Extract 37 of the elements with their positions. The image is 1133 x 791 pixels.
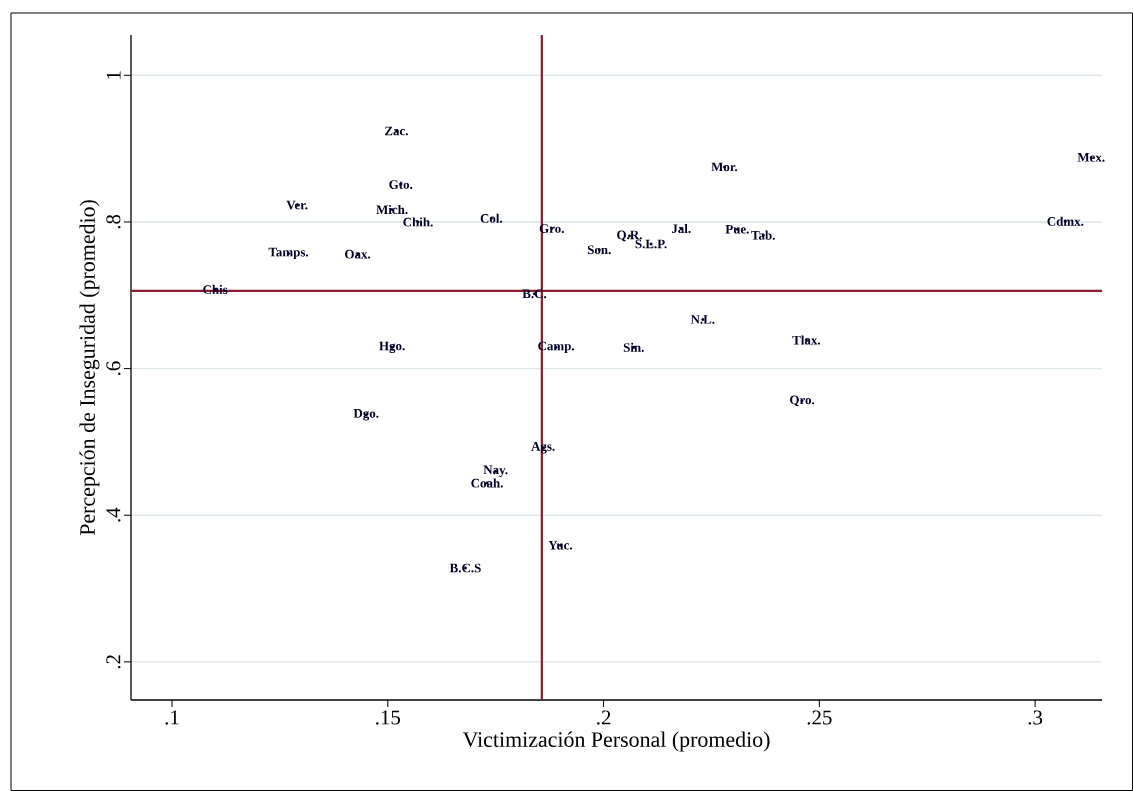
data-label: Cdmx. bbox=[1047, 216, 1084, 226]
data-label: Pue. bbox=[725, 224, 749, 234]
data-label: N.L. bbox=[690, 315, 715, 324]
data-label: Tamps. bbox=[268, 247, 309, 260]
data-label: Zac. bbox=[384, 126, 408, 136]
data-label: Coah. bbox=[471, 478, 503, 488]
x-tick-label: .2 bbox=[597, 710, 611, 725]
data-label: Nay. bbox=[483, 465, 508, 477]
data-label: Sin. bbox=[623, 342, 644, 352]
data-label: Tab. bbox=[751, 230, 775, 240]
data-label: Tlax. bbox=[792, 335, 821, 345]
y-axis-title: Percepción de Inseguridad (promedio) bbox=[79, 200, 100, 536]
data-label: Jal. bbox=[671, 223, 691, 234]
data-label: Oax. bbox=[345, 249, 371, 259]
y-tick-label: .2 bbox=[106, 655, 121, 669]
y-tick-label: .4 bbox=[106, 507, 121, 522]
data-label: Chih. bbox=[403, 217, 433, 227]
y-tick-label: .6 bbox=[106, 361, 121, 376]
x-tick-label: .3 bbox=[1028, 710, 1043, 725]
data-label: Mex. bbox=[1077, 153, 1105, 162]
data-label: Col. bbox=[480, 213, 503, 223]
x-tick-label: .1 bbox=[165, 710, 179, 725]
y-tick-label: .8 bbox=[106, 214, 121, 229]
data-label: Mich. bbox=[376, 204, 408, 215]
y-tick-label: 1 bbox=[106, 71, 121, 79]
data-label: Dgo. bbox=[353, 409, 379, 421]
x-tick-label: .15 bbox=[376, 710, 401, 725]
data-label: Qro. bbox=[790, 395, 815, 407]
data-label: B.C.S bbox=[449, 563, 481, 573]
data-label: Ver. bbox=[286, 200, 308, 210]
x-tick-label: .25 bbox=[807, 710, 832, 725]
data-label: Yuc. bbox=[548, 540, 573, 550]
data-label: Gto. bbox=[389, 180, 413, 189]
x-axis-title: Victimización Personal (promedio) bbox=[462, 731, 770, 752]
data-label: Son. bbox=[587, 245, 611, 255]
data-label: Mor. bbox=[711, 162, 738, 172]
data-label: Hgo. bbox=[379, 341, 405, 353]
